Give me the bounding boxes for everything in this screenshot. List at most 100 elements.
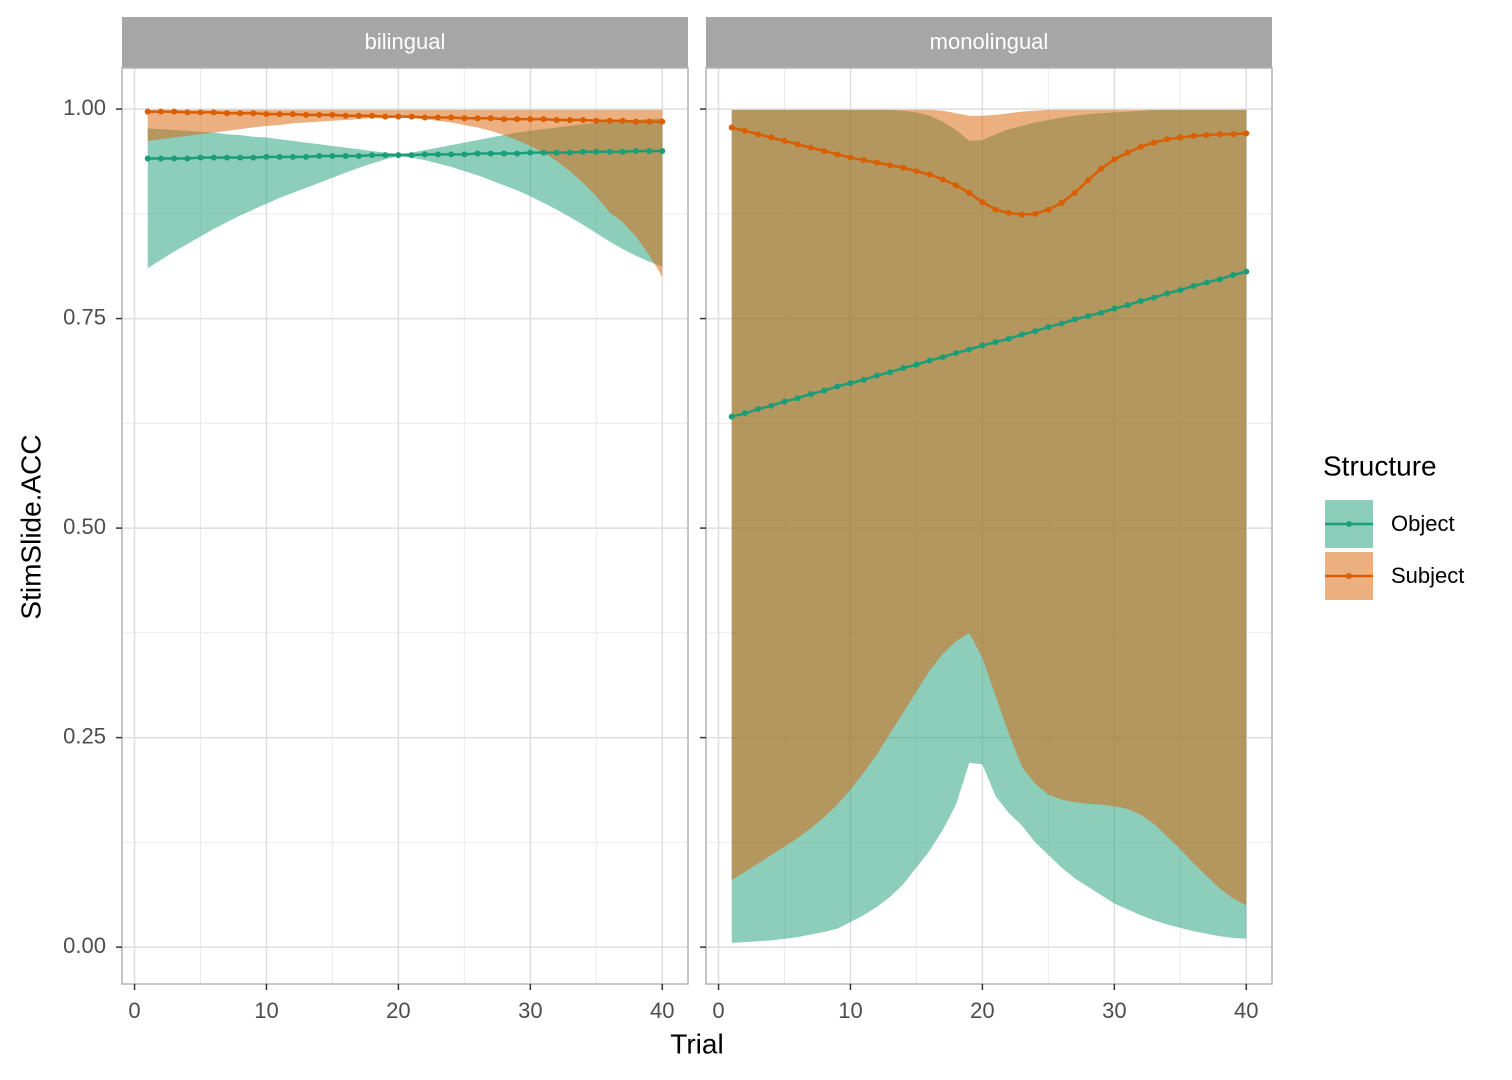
legend-title: Structure [1323, 450, 1437, 481]
point [171, 108, 178, 115]
point [926, 171, 933, 178]
point [1111, 156, 1118, 163]
point [369, 152, 376, 159]
point [157, 155, 164, 162]
point [926, 357, 933, 364]
point [408, 152, 415, 159]
point [540, 149, 547, 156]
y-tick-label: 0.25 [63, 723, 106, 748]
point [821, 147, 828, 154]
line [731, 126, 1247, 216]
x-tick-label: 10 [838, 998, 862, 1023]
x-tick-label: 30 [518, 998, 542, 1023]
point [355, 112, 362, 119]
point [1098, 165, 1105, 172]
point [580, 148, 587, 155]
point [1005, 209, 1012, 216]
point [1124, 302, 1131, 309]
point [184, 155, 191, 162]
point [1058, 320, 1065, 327]
point [382, 113, 389, 120]
point [913, 361, 920, 368]
point [263, 153, 270, 160]
point [860, 376, 867, 383]
point [741, 127, 748, 134]
point [939, 176, 946, 183]
point [527, 149, 534, 156]
point [553, 149, 560, 156]
point [566, 149, 573, 156]
point [873, 372, 880, 379]
strip [706, 17, 1272, 68]
point [144, 108, 151, 115]
line [731, 270, 1247, 418]
point [1216, 131, 1223, 138]
point [1177, 134, 1184, 141]
panel-border [121, 67, 689, 985]
point [250, 154, 257, 161]
point [500, 150, 507, 157]
point [144, 155, 151, 162]
point [197, 154, 204, 161]
point [448, 114, 455, 121]
point [514, 116, 521, 123]
point [781, 137, 788, 144]
point [646, 147, 653, 154]
point [834, 151, 841, 158]
point [421, 114, 428, 121]
point [953, 182, 960, 189]
legend-point [1346, 573, 1352, 579]
point [755, 406, 762, 413]
point [1045, 206, 1052, 213]
point [276, 111, 283, 118]
point [966, 346, 973, 353]
x-tick-label: 40 [1234, 998, 1258, 1023]
point [794, 141, 801, 148]
point [1032, 328, 1039, 335]
x-tick-label: 40 [650, 998, 674, 1023]
point [966, 189, 973, 196]
point [728, 124, 735, 131]
point [1190, 132, 1197, 139]
point [659, 147, 666, 154]
point [834, 383, 841, 390]
point [619, 117, 626, 124]
point [303, 153, 310, 160]
point [316, 152, 323, 159]
point [395, 152, 402, 159]
y-axis-title: StimSlide.ACC [15, 434, 46, 619]
point [593, 117, 600, 124]
point [1124, 149, 1131, 156]
point [355, 152, 362, 159]
point [847, 380, 854, 387]
point [1150, 139, 1157, 146]
point [1177, 287, 1184, 294]
point [873, 159, 880, 166]
point [1084, 313, 1091, 320]
point [395, 113, 402, 120]
point [263, 111, 270, 118]
point [953, 349, 960, 356]
point [210, 109, 217, 116]
point [1243, 130, 1250, 137]
point [1230, 131, 1237, 138]
point [223, 154, 230, 161]
point [860, 157, 867, 164]
point [900, 164, 907, 171]
point [223, 110, 230, 117]
point [1230, 272, 1237, 279]
point [461, 115, 468, 122]
point [913, 168, 920, 175]
point [342, 152, 349, 159]
point [448, 151, 455, 158]
point [1190, 282, 1197, 289]
point [157, 108, 164, 115]
point [781, 398, 788, 405]
point [1164, 290, 1171, 297]
point [329, 152, 336, 159]
point [659, 118, 666, 125]
point [887, 162, 894, 169]
point [553, 116, 560, 123]
